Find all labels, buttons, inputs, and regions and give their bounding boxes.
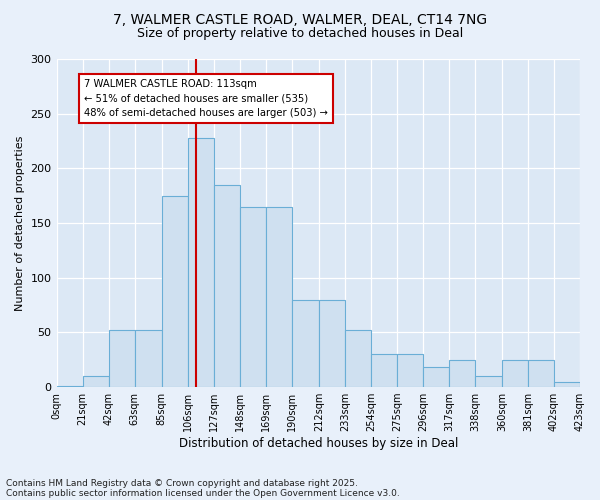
Text: Size of property relative to detached houses in Deal: Size of property relative to detached ho…	[137, 28, 463, 40]
Bar	[371, 354, 397, 387]
Bar	[134, 330, 162, 387]
Text: 7, WALMER CASTLE ROAD, WALMER, DEAL, CT14 7NG: 7, WALMER CASTLE ROAD, WALMER, DEAL, CT1…	[113, 12, 487, 26]
Bar	[239, 206, 266, 387]
Bar	[266, 206, 292, 387]
Bar	[214, 185, 239, 387]
Bar	[56, 386, 83, 387]
Text: Contains HM Land Registry data © Crown copyright and database right 2025.: Contains HM Land Registry data © Crown c…	[6, 478, 358, 488]
X-axis label: Distribution of detached houses by size in Deal: Distribution of detached houses by size …	[179, 437, 458, 450]
Bar	[345, 330, 371, 387]
Text: Contains public sector information licensed under the Open Government Licence v3: Contains public sector information licen…	[6, 488, 400, 498]
Y-axis label: Number of detached properties: Number of detached properties	[15, 136, 25, 310]
Bar	[502, 360, 528, 387]
Bar	[109, 330, 134, 387]
Bar	[292, 300, 319, 387]
Bar	[475, 376, 502, 387]
Bar	[319, 300, 345, 387]
Bar	[528, 360, 554, 387]
Bar	[397, 354, 423, 387]
Bar	[554, 382, 580, 387]
Bar	[423, 368, 449, 387]
Bar	[188, 138, 214, 387]
Bar	[449, 360, 475, 387]
Bar	[162, 196, 188, 387]
Text: 7 WALMER CASTLE ROAD: 113sqm
← 51% of detached houses are smaller (535)
48% of s: 7 WALMER CASTLE ROAD: 113sqm ← 51% of de…	[84, 78, 328, 118]
Bar	[83, 376, 109, 387]
